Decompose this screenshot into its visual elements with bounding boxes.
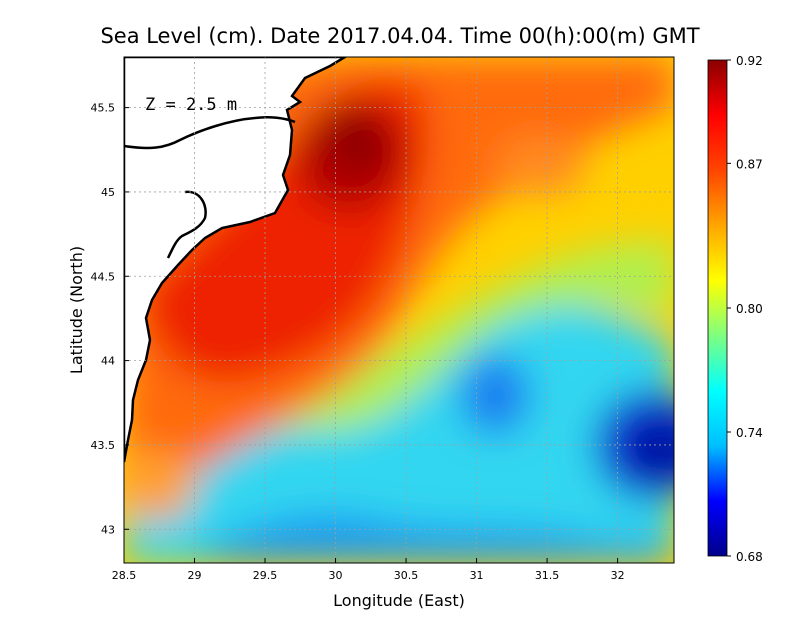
coastline-land xyxy=(124,57,348,463)
colorbar-tick-label: 0.68 xyxy=(736,550,763,564)
x-tick-label: 28.5 xyxy=(112,569,137,582)
y-axis-label: Latitude (North) xyxy=(67,246,86,374)
x-tick-label: 32 xyxy=(611,569,625,582)
x-tick-label: 30 xyxy=(329,569,343,582)
x-tick-label: 30.5 xyxy=(394,569,419,582)
y-tick-label: 43.5 xyxy=(91,439,116,452)
colorbar: 0.68 0.74 0.80 0.87 0.92 xyxy=(707,54,763,564)
chart-title: Sea Level (cm). Date 2017.04.04. Time 00… xyxy=(100,24,699,48)
x-tick-label: 29 xyxy=(188,569,202,582)
y-tick-label: 43 xyxy=(101,523,115,536)
x-tick-label: 31.5 xyxy=(535,569,560,582)
y-tick-label: 45.5 xyxy=(91,102,116,115)
colorbar-tick-label: 0.74 xyxy=(736,426,763,440)
plot-frame xyxy=(123,56,675,564)
lagoon-inlet xyxy=(124,115,296,150)
x-axis-ticks: 28.5 29 29.5 30 30.5 31 31.5 32 xyxy=(112,558,625,582)
colorbar-tick-label: 0.80 xyxy=(736,302,763,316)
colorbar-ticks: 0.68 0.74 0.80 0.87 0.92 xyxy=(727,54,763,564)
colorbar-scale xyxy=(707,59,728,557)
x-tick-label: 31 xyxy=(470,569,484,582)
y-axis-ticks: 43 43.5 44 44.5 45 45.5 xyxy=(91,102,129,536)
plot-area xyxy=(124,57,674,563)
x-axis-label: Longitude (East) xyxy=(333,591,465,610)
y-tick-label: 44 xyxy=(101,355,115,368)
y-tick-label: 44.5 xyxy=(91,270,116,283)
colorbar-tick-label: 0.92 xyxy=(736,54,763,68)
y-tick-label: 45 xyxy=(101,186,115,199)
lagoon-shape xyxy=(166,190,207,259)
x-tick-label: 29.5 xyxy=(253,569,278,582)
grid-lines xyxy=(124,57,674,563)
depth-annotation: Z = 2.5 m xyxy=(145,95,237,115)
colorbar-tick-label: 0.87 xyxy=(736,157,763,171)
